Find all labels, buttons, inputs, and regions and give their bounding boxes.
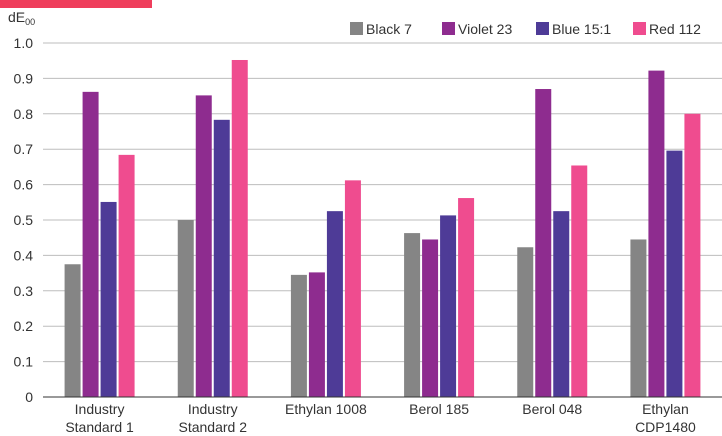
bar-blue-15-1 — [666, 150, 683, 397]
bar-red-112 — [344, 180, 361, 397]
bar-black-7 — [404, 233, 421, 397]
legend-swatch — [350, 22, 363, 35]
bar-violet-23 — [648, 70, 665, 397]
legend-swatch — [442, 22, 455, 35]
bar-blue-15-1 — [100, 201, 117, 397]
bar-red-112 — [231, 59, 248, 397]
x-tick-label: Industry Standard 1 — [65, 401, 134, 435]
y-tick-label: 0.6 — [14, 177, 34, 193]
y-tick-label: 0.1 — [14, 354, 34, 370]
x-tick-label: Ethylan 1008 — [285, 401, 367, 417]
x-tick-label: Berol 185 — [409, 401, 469, 417]
bar-violet-23 — [82, 91, 99, 398]
bar-black-7 — [177, 220, 194, 397]
x-tick-label: Berol 048 — [522, 401, 582, 417]
bar-black-7 — [290, 274, 307, 397]
bar-violet-23 — [535, 89, 552, 398]
y-tick-label: 0.7 — [14, 141, 34, 157]
y-tick-label: 0.9 — [14, 70, 34, 86]
y-axis-ticks: 0 0.1 0.2 0.3 0.4 0.5 0.6 0.7 0.8 0.9 1.0 — [14, 35, 34, 405]
bar-red-112 — [684, 113, 701, 398]
bar-black-7 — [630, 239, 647, 397]
bar-red-112 — [118, 154, 135, 397]
y-tick-label: 0.2 — [14, 318, 34, 334]
bar-violet-23 — [195, 95, 212, 397]
title-accent-bar — [0, 0, 152, 8]
y-tick-label: 0.3 — [14, 283, 34, 299]
y-tick-label: 1.0 — [14, 35, 34, 51]
legend-label: Black 7 — [366, 21, 412, 37]
y-axis-label: dE00 — [8, 9, 35, 27]
bars — [64, 59, 701, 398]
y-tick-label: 0.8 — [14, 106, 34, 122]
legend-label: Blue 15:1 — [552, 21, 611, 37]
legend-swatch — [633, 22, 646, 35]
y-tick-label: 0.4 — [14, 247, 34, 263]
bar-red-112 — [458, 198, 475, 397]
y-tick-label: 0.5 — [14, 212, 34, 228]
x-tick-label: Ethylan CDP1480 — [635, 401, 696, 435]
legend-label: Red 112 — [649, 21, 701, 37]
gridlines — [43, 42, 722, 363]
bar-blue-15-1 — [553, 211, 570, 397]
bar-black-7 — [517, 247, 534, 397]
bar-blue-15-1 — [326, 211, 343, 397]
bar-red-112 — [571, 165, 588, 397]
legend: Black 7 Violet 23 Blue 15:1 Red 112 — [350, 21, 701, 37]
legend-label: Violet 23 — [458, 21, 512, 37]
x-tick-label: Industry Standard 2 — [179, 401, 248, 435]
y-tick-label: 0 — [25, 389, 33, 405]
bar-black-7 — [64, 264, 81, 397]
bar-violet-23 — [308, 272, 325, 397]
bar-blue-15-1 — [213, 119, 230, 398]
x-axis-ticks: Industry Standard 1 Industry Standard 2 Ethy… — [65, 401, 696, 435]
legend-swatch — [536, 22, 549, 35]
bar-blue-15-1 — [440, 215, 457, 397]
bar-violet-23 — [422, 239, 439, 397]
